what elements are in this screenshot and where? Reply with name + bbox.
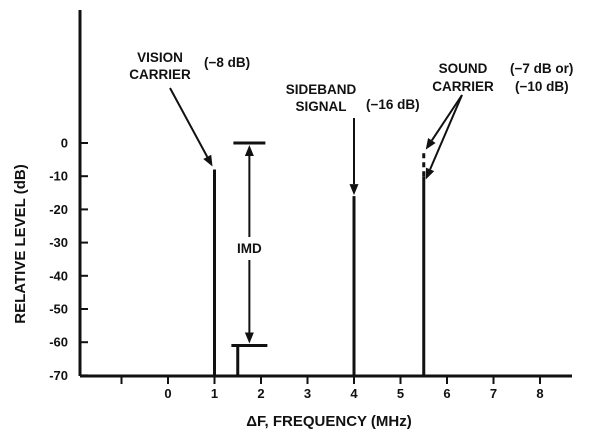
sound-arrow-lower-head (425, 167, 435, 180)
sound-arrow-upper (425, 94, 463, 150)
y-tick-label: -50 (49, 302, 68, 317)
vision-label-line1: VISION (137, 50, 183, 65)
x-tick-label: 0 (164, 386, 171, 401)
sound-arrow-upper-shaft (430, 94, 463, 142)
imd-arrow-down-head (244, 332, 254, 344)
sideband-arrow-head (349, 184, 359, 196)
imd-label: IMD (237, 241, 262, 256)
sideband-value-label: (−16 dB) (366, 97, 420, 112)
x-tick-label: 2 (257, 386, 264, 401)
sound-value-line2: (−10 dB) (515, 79, 569, 94)
vision-arrow (169, 87, 213, 167)
vision-arrow-shaft (169, 87, 209, 158)
x-tick-label: 6 (443, 386, 450, 401)
sound-label-line2: CARRIER (432, 79, 494, 94)
sound-label-line1: SOUND (439, 61, 488, 76)
vision-arrow-head (203, 154, 213, 167)
annotations: VISION CARRIER (−8 dB) SIDEBAND SIGNAL (−16 d… (129, 50, 573, 348)
x-ticks: 0 1 2 3 4 5 6 7 8 (120, 376, 544, 401)
y-tick-label: -10 (49, 169, 68, 184)
x-tick-label: 1 (211, 386, 218, 401)
x-tick-label: 3 (304, 386, 311, 401)
y-tick-label: -60 (49, 335, 68, 350)
sideband-arrow (349, 118, 359, 196)
y-tick-label: -40 (49, 268, 68, 283)
y-tick-label: -20 (49, 202, 68, 217)
y-tick-label: -30 (49, 235, 68, 250)
y-axis-title: RELATIVE LEVEL (dB) (12, 164, 29, 323)
y-tick-label: 0 (61, 136, 68, 151)
x-tick-label: 7 (490, 386, 497, 401)
vision-label-line2: CARRIER (129, 67, 191, 82)
sound-arrow-lower-shaft (429, 94, 463, 170)
x-tick-label: 8 (536, 386, 543, 401)
sound-arrow-upper-head (425, 137, 436, 150)
y-ticks: 0 -10 -20 -30 -40 -50 -60 -70 (49, 136, 88, 383)
imd-arrow-up (244, 145, 254, 237)
sound-value-line1: (−7 dB or) (510, 61, 573, 76)
sideband-label-line1: SIDEBAND (286, 82, 357, 97)
imd-label-bg (232, 238, 267, 258)
x-tick-label: 4 (350, 386, 358, 401)
imd-arrow-down (244, 260, 254, 344)
y-tick-label: -70 (49, 368, 68, 383)
imd-arrow-up-head (244, 145, 254, 156)
sound-arrow-lower (425, 94, 463, 180)
vision-value-label: (−8 dB) (204, 55, 250, 70)
spectral-lines (213, 169, 426, 376)
x-tick-label: 5 (397, 386, 404, 401)
x-axis-title: ΔF, FREQUENCY (MHz) (246, 413, 412, 430)
sideband-label-line2: SIGNAL (295, 99, 346, 114)
